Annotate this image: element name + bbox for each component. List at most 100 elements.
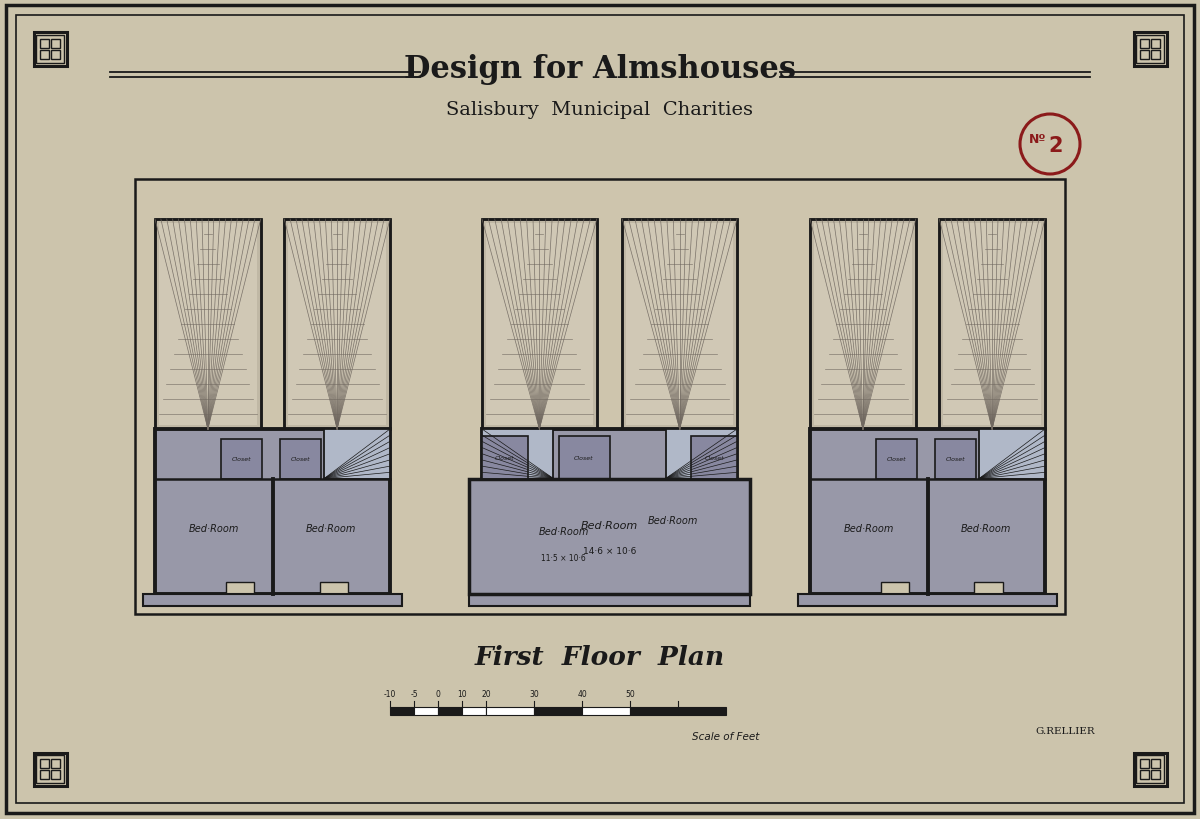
Bar [814, 224, 912, 426]
Bar [155, 219, 260, 429]
Text: 50: 50 [625, 689, 635, 698]
Bar [810, 429, 1045, 595]
Bar [1151, 758, 1160, 768]
Bar [798, 595, 1057, 606]
Bar [1136, 755, 1164, 783]
Text: 10: 10 [457, 689, 467, 698]
Bar [1136, 36, 1164, 64]
Bar [324, 429, 390, 479]
Bar [40, 51, 49, 61]
Bar [810, 219, 916, 429]
Bar [155, 219, 260, 429]
Text: Closet: Closet [704, 455, 724, 460]
Text: Closet: Closet [290, 457, 310, 462]
Text: Bed·Room: Bed·Room [648, 515, 698, 525]
Text: Closet: Closet [574, 455, 594, 460]
Text: Bed·Room: Bed·Room [188, 523, 239, 533]
Bar [1151, 39, 1160, 48]
Bar [40, 39, 49, 48]
Text: 2: 2 [1049, 136, 1063, 156]
Bar [221, 439, 262, 479]
Bar [34, 34, 66, 66]
Bar [462, 707, 486, 715]
Text: Closet: Closet [887, 457, 906, 462]
Text: Bed·Room: Bed·Room [844, 523, 894, 533]
Bar [1140, 771, 1148, 780]
Bar [1134, 753, 1166, 785]
Text: Bed·Room: Bed·Room [961, 523, 1012, 533]
Bar [390, 707, 414, 715]
Bar [482, 219, 596, 429]
Bar [52, 758, 60, 768]
Text: 20: 20 [481, 689, 491, 698]
Bar [438, 707, 462, 715]
Bar [482, 437, 528, 479]
Text: Closet: Closet [232, 457, 251, 462]
Text: Nº: Nº [1030, 133, 1046, 147]
Bar [469, 595, 750, 606]
Bar [1140, 51, 1148, 61]
Text: Closet: Closet [496, 455, 515, 460]
Text: 40: 40 [577, 689, 587, 698]
Text: 11·5 × 10·6: 11·5 × 10·6 [541, 554, 586, 563]
Bar [940, 219, 1045, 429]
Bar [558, 583, 589, 595]
Bar [974, 583, 1003, 595]
Bar [143, 595, 402, 606]
Bar [876, 439, 917, 479]
Bar [626, 224, 733, 426]
Bar [469, 479, 750, 595]
Text: Scale of Feet: Scale of Feet [692, 731, 760, 741]
Bar [1134, 34, 1166, 66]
Bar [134, 180, 1066, 614]
Bar [666, 429, 737, 479]
Bar [810, 219, 916, 429]
Bar [52, 51, 60, 61]
Bar [482, 219, 596, 429]
Bar [155, 429, 390, 595]
Text: -10: -10 [384, 689, 396, 698]
Text: 30: 30 [529, 689, 539, 698]
Bar [630, 707, 678, 715]
Bar [284, 219, 390, 429]
Bar [288, 224, 386, 426]
Bar [52, 39, 60, 48]
Bar [482, 429, 553, 479]
Bar [319, 583, 348, 595]
Text: Bed·Room: Bed·Room [581, 520, 638, 530]
Text: Bed·Room: Bed·Room [539, 527, 589, 536]
Bar [935, 439, 976, 479]
Text: Closet: Closet [946, 457, 965, 462]
Bar [40, 771, 49, 780]
Text: -5: -5 [410, 689, 418, 698]
Bar [623, 219, 737, 429]
Bar [40, 758, 49, 768]
Bar [226, 583, 253, 595]
Bar [1140, 758, 1148, 768]
Text: First  Floor  Plan: First Floor Plan [475, 645, 725, 670]
Bar [534, 707, 582, 715]
Bar [1151, 51, 1160, 61]
Text: 14·6 × 10·6: 14·6 × 10·6 [583, 546, 636, 555]
Bar [36, 755, 64, 783]
Text: Salisbury  Municipal  Charities: Salisbury Municipal Charities [446, 101, 754, 119]
Bar [486, 707, 534, 715]
Bar [482, 429, 737, 595]
Bar [280, 439, 320, 479]
Text: Design for Almshouses: Design for Almshouses [404, 54, 796, 85]
Bar [881, 583, 908, 595]
Bar [943, 224, 1040, 426]
Bar [34, 753, 66, 785]
Bar [940, 219, 1045, 429]
Bar [36, 36, 64, 64]
Bar [558, 437, 610, 479]
Bar [979, 429, 1045, 479]
Bar [1151, 771, 1160, 780]
Text: G.RELLIER: G.RELLIER [1036, 726, 1094, 735]
Text: 0: 0 [436, 689, 440, 698]
Bar [486, 224, 593, 426]
Bar [691, 437, 737, 479]
Bar [1140, 39, 1148, 48]
Bar [158, 224, 257, 426]
Text: Bed·Room: Bed·Room [306, 523, 356, 533]
